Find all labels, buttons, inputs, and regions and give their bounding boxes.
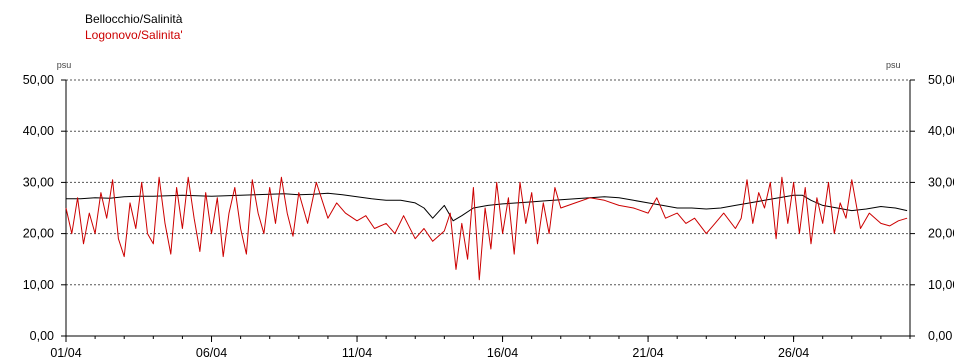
y-tick-label-left: 10,00 bbox=[23, 278, 54, 292]
series-lines bbox=[65, 176, 908, 281]
y-tick-label-left: 30,00 bbox=[23, 175, 54, 189]
y-tick-label-right: 30,00 bbox=[928, 175, 954, 189]
x-tick-label: 16/04 bbox=[487, 346, 518, 360]
y-tick-label-right: 0,00 bbox=[928, 329, 952, 343]
y-tick-label-right: 40,00 bbox=[928, 124, 954, 138]
x-tick-label: 11/04 bbox=[342, 346, 372, 360]
axes bbox=[61, 79, 915, 342]
y-axis-unit-right: psu bbox=[886, 60, 901, 70]
y-tick-label-left: 20,00 bbox=[23, 227, 54, 241]
x-tick-label: 01/04 bbox=[50, 346, 81, 360]
y-tick-labels: 0,00 0,00 10,00 10,00 20,00 20,00 30,00 30,00 40… bbox=[23, 73, 954, 343]
y-tick-label-right: 50,00 bbox=[928, 73, 954, 87]
x-tick-label: 21/04 bbox=[632, 346, 663, 360]
y-tick-label-left: 40,00 bbox=[23, 124, 54, 138]
x-tick-labels: 01/04 06/04 11/04 16/04 21/04 26/04 bbox=[50, 346, 809, 360]
x-tick-label: 06/04 bbox=[196, 346, 227, 360]
y-tick-label-right: 10,00 bbox=[928, 278, 954, 292]
grid-lines bbox=[66, 79, 910, 286]
series-line-1 bbox=[65, 176, 908, 281]
y-tick-label-right: 20,00 bbox=[928, 227, 954, 241]
y-tick-label-left: 0,00 bbox=[30, 329, 54, 343]
y-tick-label-left: 50,00 bbox=[23, 73, 54, 87]
x-tick-label: 26/04 bbox=[778, 346, 809, 360]
legend-item-bellocchio: Bellocchio/Salinità bbox=[85, 12, 183, 26]
y-axis-unit-left: psu bbox=[57, 60, 72, 70]
legend-item-logonovo: Logonovo/Salinita' bbox=[85, 28, 183, 42]
series-line-0 bbox=[66, 192, 908, 222]
